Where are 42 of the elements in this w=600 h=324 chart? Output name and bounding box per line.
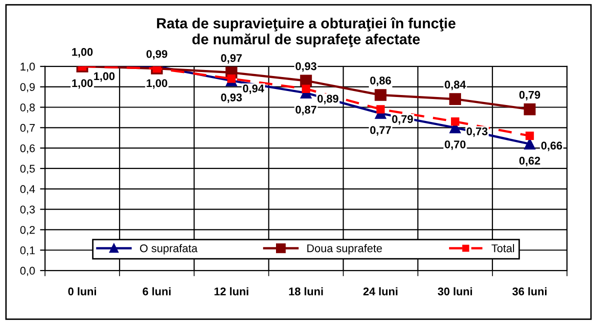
data-label: 1,00 bbox=[72, 79, 93, 89]
x-tick-label: 36 luni bbox=[512, 287, 547, 296]
data-label: 1,00 bbox=[94, 72, 115, 82]
data-label: 0,70 bbox=[444, 140, 466, 150]
y-tick-label: 0,7 bbox=[20, 124, 35, 134]
y-tick-label: 0,8 bbox=[20, 104, 35, 113]
x-tick-label: 18 luni bbox=[289, 287, 323, 296]
data-label: 0,79 bbox=[392, 115, 413, 125]
legend-label: Total bbox=[492, 244, 514, 252]
legend-label: O suprafata bbox=[140, 244, 198, 254]
data-label: 0,94 bbox=[242, 84, 264, 94]
y-tick-label: 1,0 bbox=[20, 62, 35, 72]
y-tick-label: 0,6 bbox=[20, 144, 35, 154]
data-label: 0,97 bbox=[221, 54, 242, 64]
chart-title: Rata de supravieţuire a obturaţiei în funcţie de numărul de suprafeţe afectate bbox=[157, 17, 456, 48]
data-label: 0,77 bbox=[370, 126, 391, 136]
data-label: 0,86 bbox=[370, 76, 391, 86]
data-label: 0,87 bbox=[296, 106, 316, 116]
data-label: 0,66 bbox=[541, 142, 562, 152]
x-tick-label: 30 luni bbox=[438, 287, 472, 296]
y-tick-label: 0,0 bbox=[20, 266, 35, 276]
data-label: 0,73 bbox=[466, 127, 488, 137]
y-tick-label: 0,4 bbox=[20, 185, 35, 194]
y-tick-label: 0,1 bbox=[20, 246, 35, 256]
data-label: 0,93 bbox=[296, 62, 316, 72]
data-label: 0,89 bbox=[318, 94, 338, 104]
data-label: 1,00 bbox=[72, 48, 93, 58]
data-label: 0,93 bbox=[221, 94, 242, 103]
x-tick-label: 12 luni bbox=[214, 287, 248, 296]
data-label: 0,99 bbox=[146, 50, 168, 60]
y-tick-label: 0,3 bbox=[20, 206, 35, 215]
data-label: 0,84 bbox=[444, 80, 466, 90]
legend-label: Doua suprafete bbox=[307, 244, 382, 254]
y-tick-label: 0,9 bbox=[20, 83, 35, 92]
x-tick-label: 6 luni bbox=[142, 287, 171, 296]
x-tick-label: 0 luni bbox=[68, 287, 96, 296]
y-tick-label: 0,2 bbox=[20, 226, 35, 236]
x-tick-label: 24 luni bbox=[363, 287, 398, 296]
y-tick-label: 0,5 bbox=[20, 164, 35, 174]
data-label: 0,79 bbox=[519, 90, 540, 100]
data-label: 1,00 bbox=[146, 79, 168, 89]
data-label: 0,62 bbox=[519, 156, 540, 166]
